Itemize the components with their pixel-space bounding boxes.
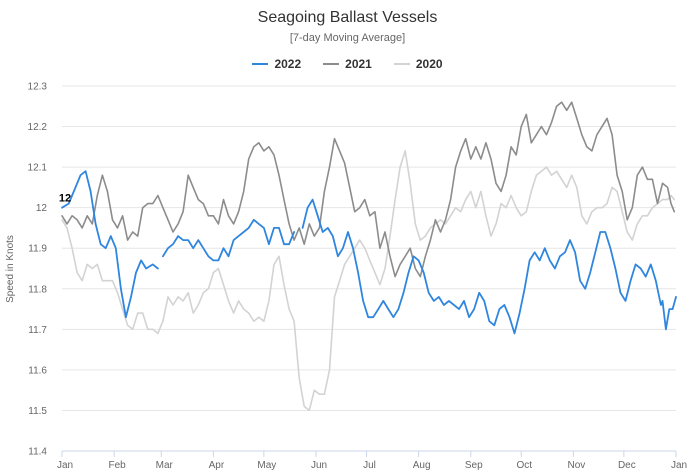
x-tick-label: Feb [109, 460, 127, 471]
y-tick-label: 11.6 [28, 365, 47, 376]
y-tick-label: 12.3 [28, 82, 48, 93]
legend-label-2022: 2022 [274, 57, 302, 71]
series-line-2022[interactable] [61, 170, 159, 319]
x-axis: Jan Feb Mar Apr May Jun Jul Aug Sep Oct Nov Dec Jan [57, 450, 687, 471]
data-labels: 12 [59, 193, 71, 205]
x-tick-label: Nov [567, 460, 585, 471]
legend-label-2021: 2021 [345, 57, 372, 71]
series-line-2022[interactable] [162, 218, 295, 262]
legend-item-2022[interactable]: 2022 [252, 57, 301, 71]
y-axis-title: Speed in Knots [5, 235, 16, 303]
y-tick-label: 11.4 [28, 447, 47, 458]
y-tick-label: 12.2 [28, 122, 48, 133]
y-axis-ticks: 11.4 11.5 11.6 11.7 11.8 11.9 12 12.1 12.2 12.3 [28, 82, 48, 458]
legend-item-2020[interactable]: 2020 [393, 57, 443, 71]
x-tick-label: Sep [465, 460, 483, 471]
x-tick-label: May [257, 460, 276, 471]
series-lines [61, 101, 677, 412]
legend-swatch-2021 [323, 63, 340, 65]
x-tick-label: Jul [363, 460, 376, 471]
y-tick-label: 11.5 [28, 406, 47, 417]
y-tick-label: 11.8 [28, 284, 47, 295]
y-tick-label: 12 [36, 203, 48, 214]
x-tick-label: Oct [516, 460, 532, 471]
y-tick-label: 12.1 [28, 163, 48, 174]
x-tick-label: Jan [57, 460, 73, 471]
series-line-2022[interactable] [301, 198, 677, 335]
series-line-2021[interactable] [61, 101, 676, 278]
x-tick-label: Mar [156, 460, 174, 471]
x-tick-label: Jan [671, 460, 687, 471]
chart-title: Seagoing Ballast Vessels [257, 9, 438, 26]
y-tick-label: 11.7 [28, 325, 47, 336]
data-label: 12 [59, 193, 71, 205]
x-tick-label: Dec [618, 460, 636, 471]
x-tick-label: Aug [413, 460, 431, 471]
chart-legend: 2022 2021 2020 [0, 57, 695, 71]
legend-swatch-2022 [252, 63, 269, 65]
x-tick-label: Jun [311, 460, 327, 471]
legend-label-2020: 2020 [415, 57, 443, 71]
y-tick-label: 11.9 [28, 244, 47, 255]
series-line-2020[interactable] [61, 150, 676, 412]
legend-swatch-2020 [393, 63, 410, 65]
x-tick-label: Apr [209, 460, 225, 471]
legend-item-2021[interactable]: 2021 [323, 57, 372, 71]
chart-subtitle: [7-day Moving Average] [289, 32, 406, 44]
